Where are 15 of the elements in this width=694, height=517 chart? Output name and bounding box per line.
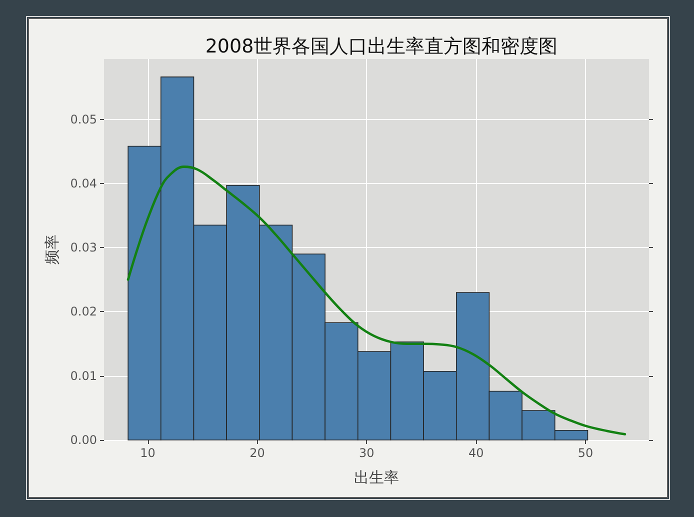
y-tick-label: 0.00 [70, 433, 97, 447]
x-tick-label: 40 [468, 446, 484, 460]
x-tick-label: 30 [359, 446, 374, 460]
y-tick-label: 0.02 [70, 304, 97, 319]
x-axis-title: 出生率 [354, 468, 399, 486]
y-tick-label: 0.03 [70, 240, 97, 255]
line-series [126, 166, 626, 436]
y-tick-label: 0.05 [70, 112, 97, 126]
x-tick-label: 10 [140, 446, 156, 460]
y-tick-label: 0.01 [70, 368, 97, 383]
x-tick-label: 50 [578, 446, 594, 460]
chart-title: 2008世界各国人口出生率直方图和密度图 [205, 36, 558, 58]
y-tick-label: 0.04 [70, 176, 97, 190]
x-tick-label: 20 [250, 446, 265, 460]
y-axis-title: 频率 [42, 234, 61, 264]
